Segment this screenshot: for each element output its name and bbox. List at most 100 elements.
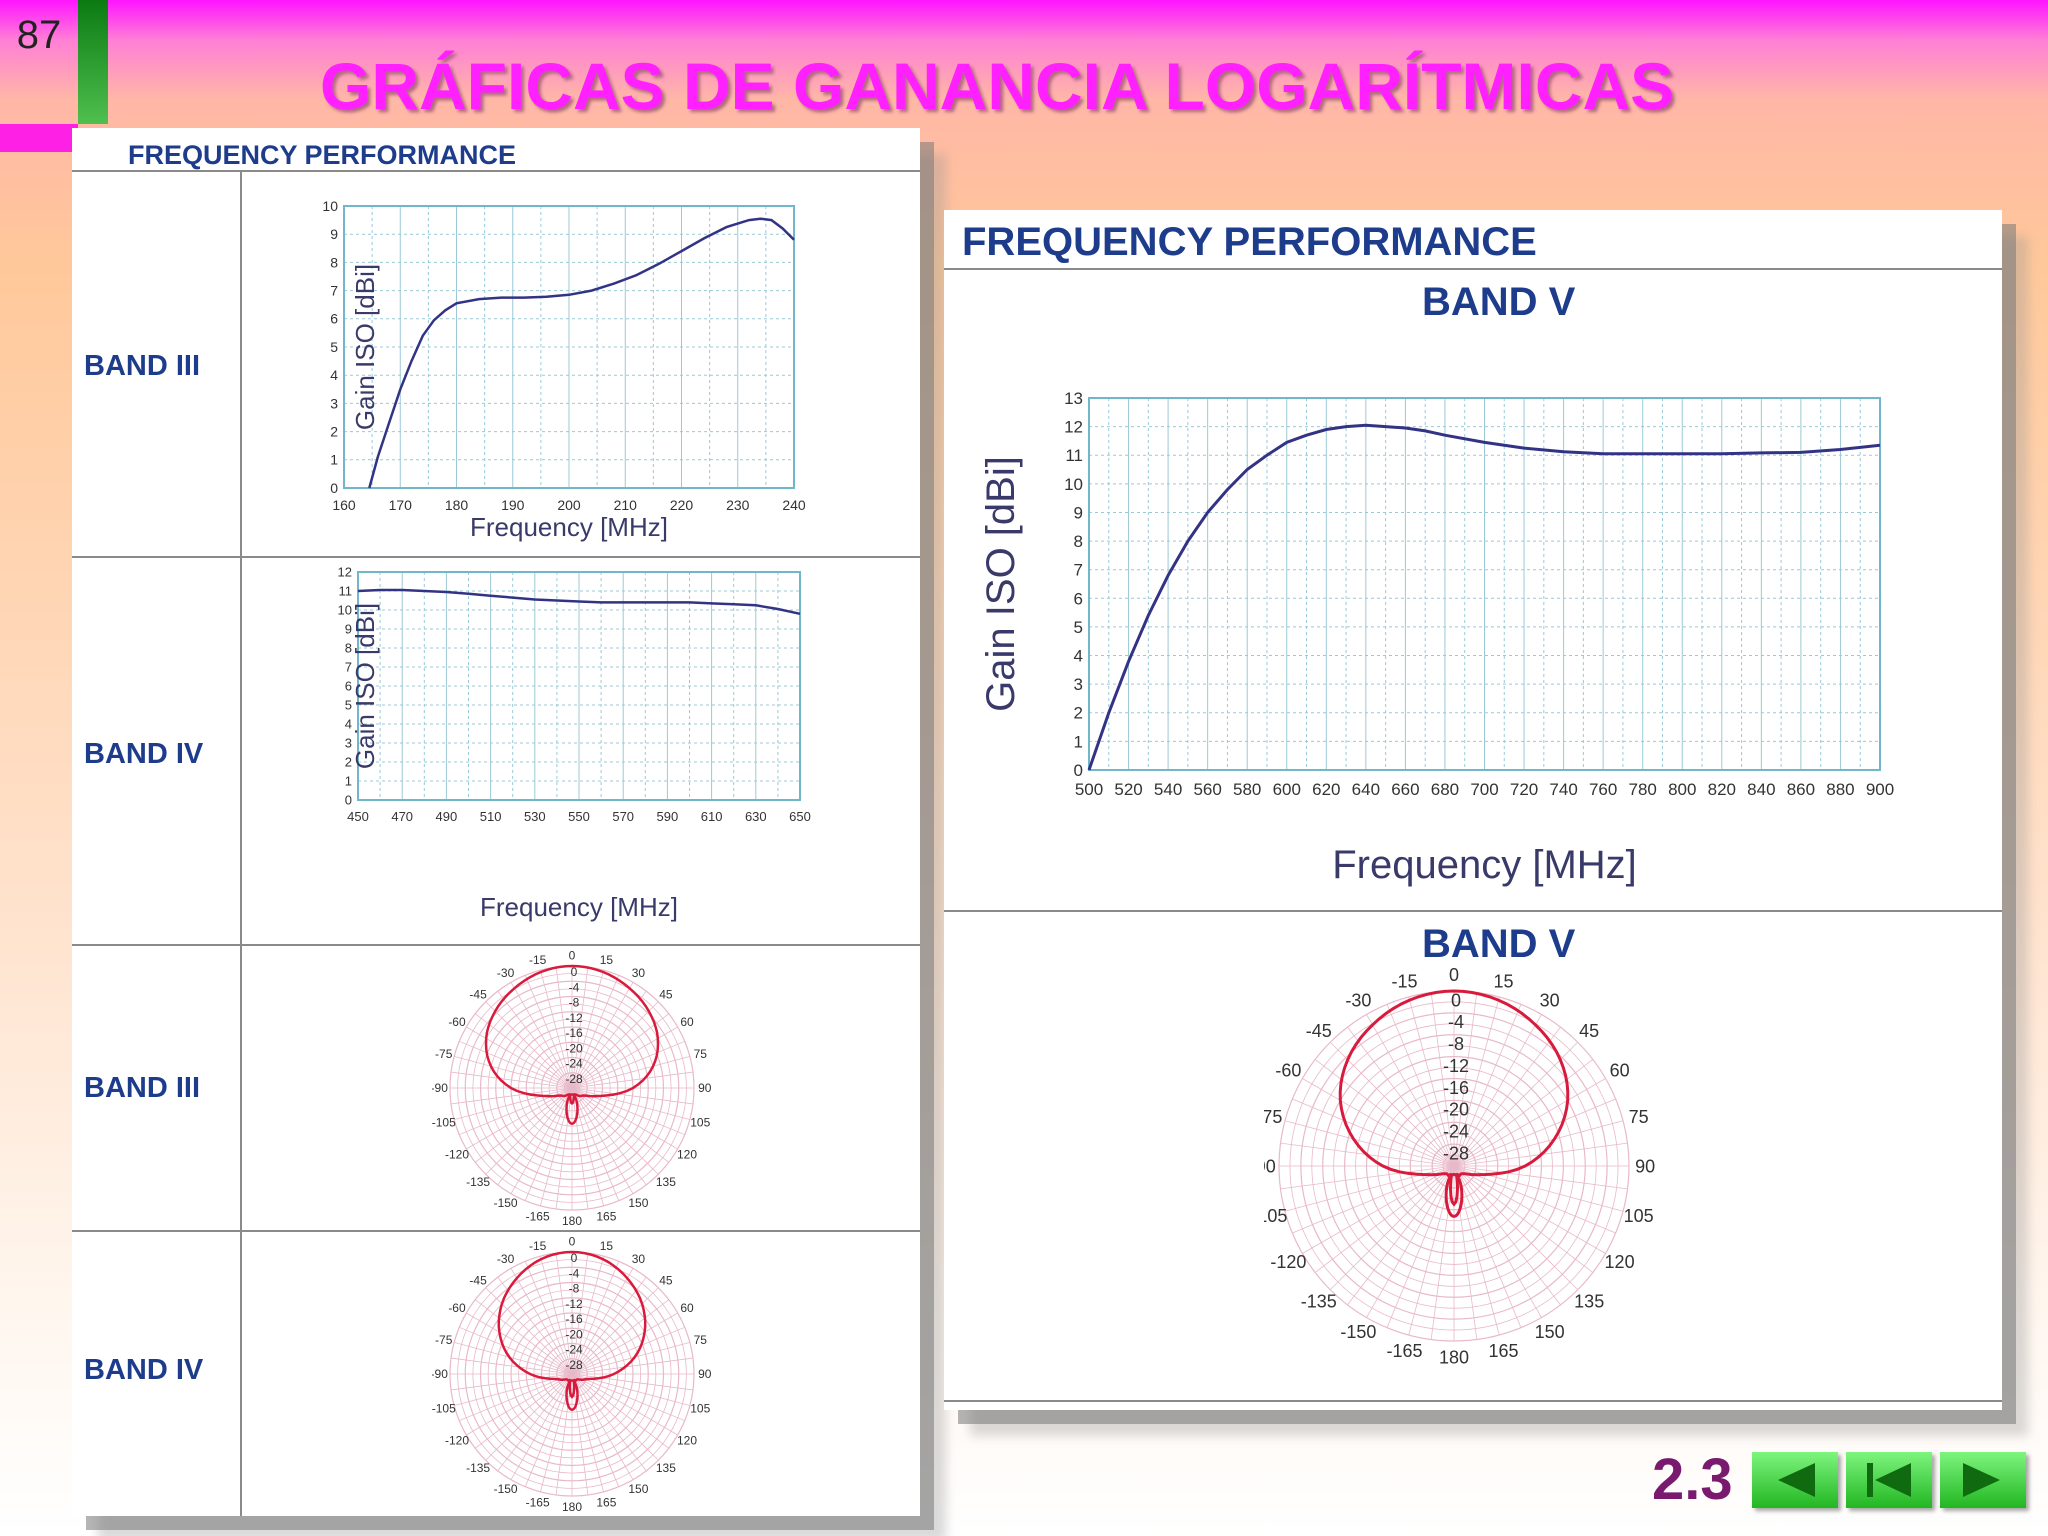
polar-spoke	[524, 1087, 573, 1201]
polar-spoke	[571, 1087, 620, 1201]
prev-slide-button[interactable]	[1752, 1452, 1838, 1508]
radial-label: -28	[565, 1072, 583, 1086]
polar-spoke	[524, 1373, 573, 1487]
y-tick-label: 8	[330, 254, 338, 270]
angle-label: 60	[680, 1301, 694, 1315]
polar-spoke	[571, 1326, 685, 1375]
polar-spoke	[1453, 1165, 1624, 1212]
back-lobe	[565, 1379, 579, 1411]
y-tick-label: 9	[330, 226, 338, 242]
y-tick-label: 4	[330, 367, 338, 383]
slide-title: GRÁFICAS DE GANANCIA LOGARÍTMICAS	[320, 49, 1675, 123]
angle-label: -45	[1306, 1021, 1332, 1041]
y-tick-label: 10	[322, 198, 338, 214]
angle-label: -105	[1264, 1206, 1287, 1226]
x-tick-label: 490	[436, 809, 458, 824]
angle-label: -165	[526, 1209, 550, 1223]
decorative-magenta-strip	[0, 124, 78, 152]
y-tick-label: 0	[1074, 761, 1083, 780]
polar-spoke	[571, 1001, 659, 1089]
triangle-right-icon	[1963, 1463, 2000, 1497]
polar-spoke	[1408, 996, 1455, 1167]
first-slide-button[interactable]	[1846, 1452, 1932, 1508]
polar-spoke	[555, 1087, 573, 1210]
polar-spoke	[466, 1087, 573, 1150]
angle-label: -150	[1340, 1322, 1376, 1342]
y-tick-label: 9	[1074, 503, 1083, 522]
polar-spoke	[571, 1071, 694, 1089]
angle-label: -15	[1392, 972, 1418, 992]
left-panel: FREQUENCY PERFORMANCE BAND III BAND IV B…	[72, 128, 920, 1516]
polar-spoke	[1366, 1014, 1455, 1167]
y-tick-label: 5	[1074, 618, 1083, 637]
polar-spoke	[485, 1001, 573, 1089]
radial-label: -8	[569, 996, 580, 1010]
angle-label: 30	[632, 1252, 646, 1266]
x-tick-label: 610	[701, 809, 723, 824]
band-label-row-4: BAND IV	[84, 1354, 204, 1386]
skip-to-start-icon	[1867, 1463, 1911, 1497]
polar-spoke	[571, 1013, 670, 1089]
radial-label: -24	[565, 1057, 583, 1071]
polar-spoke	[1453, 1098, 1616, 1167]
gain-curve	[368, 217, 795, 489]
angle-label: -105	[432, 1116, 456, 1130]
angle-label: 30	[1540, 991, 1560, 1011]
polar-spoke	[571, 982, 634, 1089]
angle-label: 105	[690, 1402, 710, 1416]
polar-spoke	[571, 1087, 670, 1163]
x-tick-label: 470	[391, 809, 413, 824]
y-tick-label: 2	[345, 755, 352, 770]
x-tick-label: 620	[1312, 780, 1340, 799]
x-tick-label: 640	[1352, 780, 1380, 799]
y-tick-label: 10	[1064, 475, 1083, 494]
radial-label: -28	[565, 1358, 583, 1372]
polar-spoke	[571, 1287, 659, 1375]
polar-spoke	[571, 1373, 659, 1461]
polar-spoke	[571, 1252, 589, 1375]
band-iii-polar-chart: 0 153045607590105120135150165180-165-150-…	[432, 948, 712, 1228]
angle-label: -15	[529, 953, 547, 967]
polar-spoke	[571, 1373, 685, 1422]
x-tick-label: 700	[1470, 780, 1498, 799]
polar-spoke	[1347, 1026, 1455, 1167]
x-tick-label: 500	[1075, 780, 1103, 799]
polar-spoke	[485, 1087, 573, 1175]
polar-spoke	[1453, 1165, 1594, 1273]
polar-spoke	[571, 1373, 670, 1449]
polar-spoke	[1453, 1165, 1522, 1328]
y-tick-label: 8	[345, 641, 352, 656]
gain-curve	[1087, 423, 1881, 771]
polar-spoke	[497, 990, 573, 1089]
polar-spoke	[571, 1261, 620, 1375]
polar-spoke	[571, 1268, 634, 1375]
polar-spoke	[1284, 1120, 1455, 1167]
polar-spoke	[571, 1312, 678, 1375]
polar-spoke	[474, 1013, 573, 1089]
angle-label: 60	[1610, 1061, 1630, 1081]
polar-spoke	[571, 1299, 670, 1375]
angle-label: -135	[466, 1175, 490, 1189]
polar-spoke	[1292, 1098, 1455, 1167]
polar-spoke	[571, 1026, 678, 1089]
slide-number: 87	[16, 13, 62, 57]
angle-label: 105	[690, 1116, 710, 1130]
radial-label: -20	[1443, 1100, 1469, 1120]
radial-label: -12	[565, 1297, 583, 1311]
radial-label: -16	[1443, 1078, 1469, 1098]
plot-frame	[357, 571, 801, 801]
y-tick-label: 3	[330, 395, 338, 411]
y-tick-label: 11	[1065, 446, 1083, 465]
polar-spoke	[510, 1268, 573, 1375]
polar-spoke	[1453, 1165, 1579, 1291]
back-lobe	[1444, 1172, 1464, 1218]
radial-label: -24	[565, 1343, 583, 1357]
next-slide-button[interactable]	[1940, 1452, 2026, 1508]
polar-spoke	[524, 1261, 573, 1375]
band-label-row-1: BAND III	[84, 350, 200, 382]
x-tick-label: 220	[670, 497, 694, 513]
angle-label: -90	[1264, 1156, 1276, 1176]
x-tick-label: 760	[1589, 780, 1617, 799]
y-tick-label: 7	[345, 660, 352, 675]
angle-label: 165	[596, 1495, 616, 1509]
